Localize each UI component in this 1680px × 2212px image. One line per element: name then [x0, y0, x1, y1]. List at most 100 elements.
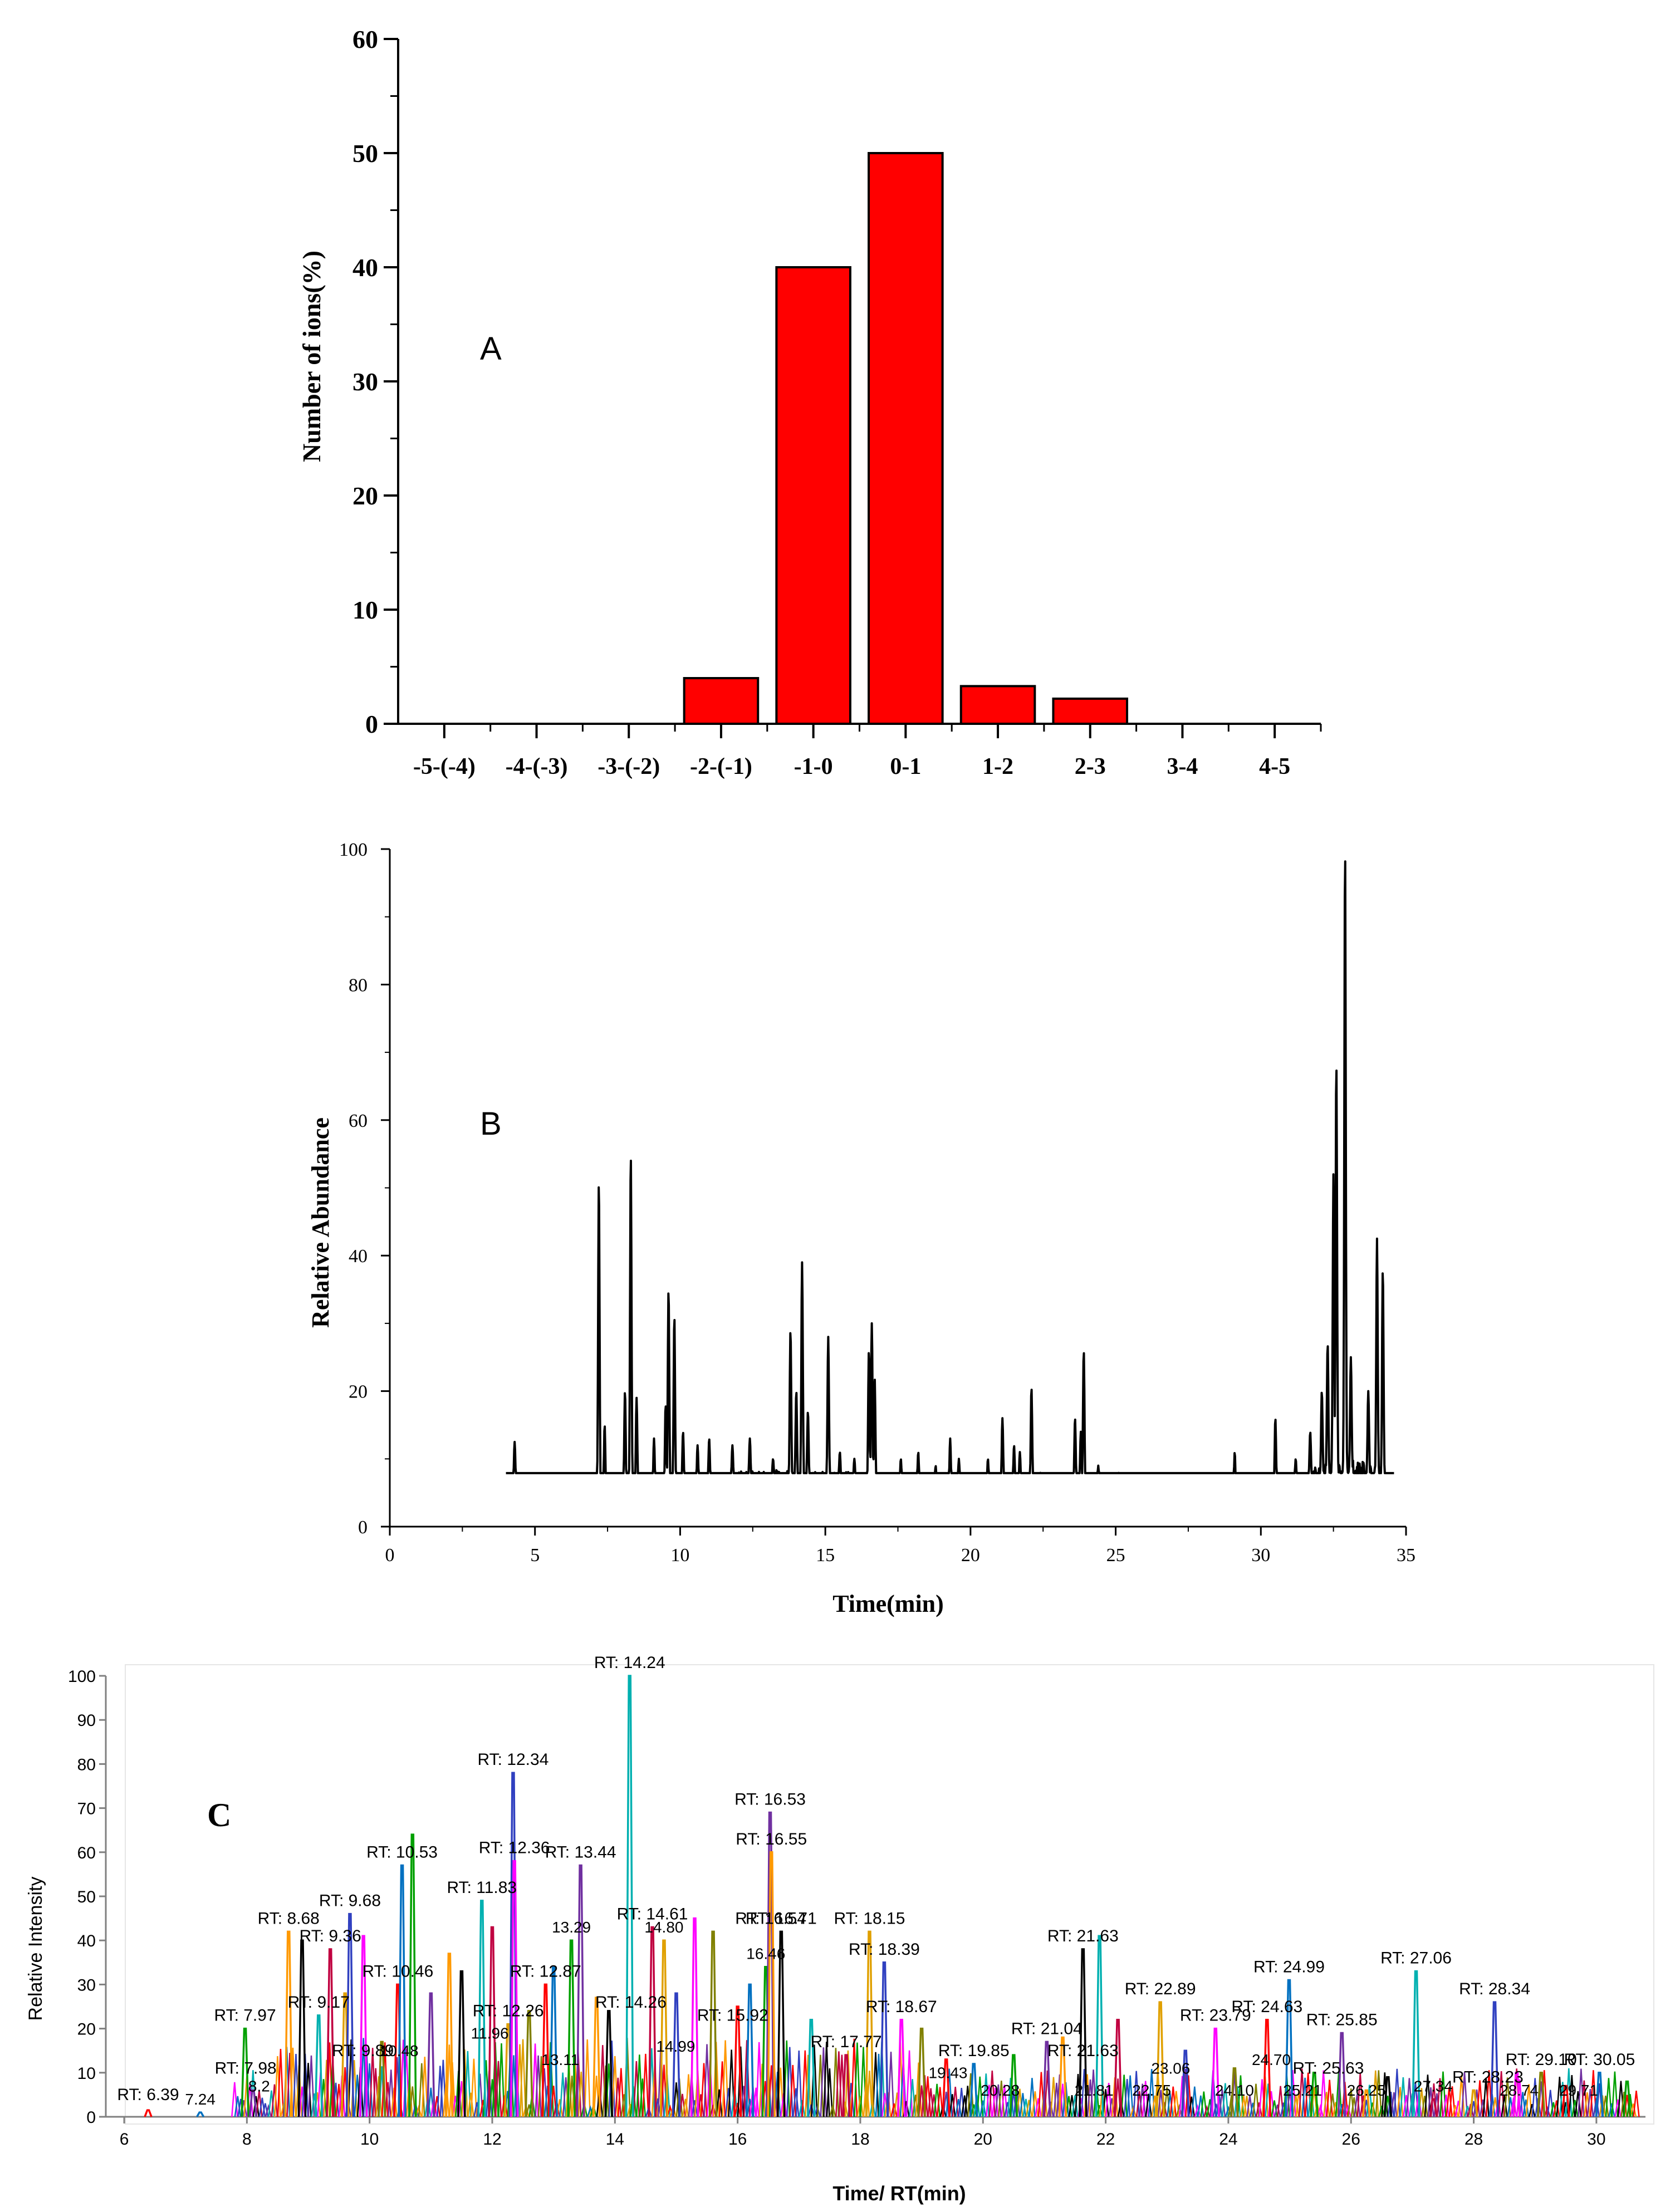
panel-c-x-tick-label: 8: [242, 2130, 252, 2149]
panel-c-y-tick-label: 90: [77, 1711, 96, 1730]
panel-c-minor-peak: [1234, 2086, 1241, 2117]
panel-c-minor-peak: [1528, 2104, 1536, 2117]
panel-c-peak-21.63: [1079, 1948, 1088, 2117]
panel-c-minor-peak: [1501, 2095, 1508, 2117]
panel-c-peak-8.68: [284, 1930, 293, 2117]
panel-c-annotation-label: RT: 21.63: [1047, 1927, 1119, 1945]
panel-c-minor-peak: [795, 2051, 803, 2117]
panel-c-annotation-label: RT: 23.79: [1180, 2007, 1251, 2025]
panel-c-minor-peak: [1427, 2087, 1434, 2117]
panel-c-peak-12.6: [525, 2010, 533, 2117]
panel-c-minor-peak: [995, 2084, 1002, 2117]
panel-c-minor-peak: [1338, 2103, 1345, 2117]
panel-c-minor-peak: [961, 2095, 968, 2117]
panel-c-x-ticks: 6 8 10 12 14 16 18 20 22 24 26 28 30: [120, 2117, 1606, 2149]
panel-c-annotation-label: RT: 13.44: [545, 1843, 616, 1862]
panel-c-minor-peak: [488, 2079, 496, 2117]
panel-c-minor-peak: [1350, 2097, 1358, 2117]
panel-c-peak-19.4: [942, 2058, 951, 2117]
panel-c-peak-16.71: [777, 1930, 786, 2117]
panel-c-peak-22.2: [1113, 2019, 1123, 2117]
panel-c-minor-peak: [1194, 2103, 1202, 2117]
panel-b-y-tick-label: 40: [349, 1246, 368, 1267]
panel-a-label: A: [480, 331, 502, 367]
panel-c-annotation-label: RT: 27.06: [1380, 1949, 1452, 1968]
panel-c-minor-peak: [718, 2061, 726, 2117]
panel-c-minor-peak: [584, 2039, 591, 2117]
panel-c-minor-peak: [697, 2094, 704, 2117]
panel-c-minor-peak: [1255, 2102, 1263, 2117]
panel-c-minor-peak: [805, 2054, 812, 2117]
panel-b-chromatogram: B Relative Abundance Time(min) 0 20 40 60 80…: [307, 840, 1415, 1617]
panel-c-label: C: [207, 1797, 231, 1833]
panel-c-peak-13.9: [604, 2010, 614, 2117]
panel-c-peak-9.68: [345, 1912, 355, 2117]
panel-c-minor-peak: [964, 2086, 971, 2117]
panel-a-y-tick-label: 10: [352, 596, 378, 624]
panel-c-minor-peak: [724, 2088, 732, 2117]
panel-c-peak-21.04: [1042, 2041, 1051, 2117]
panel-c-annotation-label: RT: 18.39: [849, 1940, 920, 1959]
panel-c-annotation: 25.21: [1283, 2082, 1322, 2099]
panel-c-minor-peak: [1454, 2101, 1462, 2117]
panel-c-peak-7.97: [241, 2027, 249, 2117]
panel-a-y-ticks: 0 10 20 30 40 50 60: [352, 25, 398, 738]
panel-c-minor-peak: [854, 2042, 861, 2117]
panel-c-minor-peak: [1323, 2092, 1330, 2117]
panel-c-y-tick-label: 70: [77, 1800, 96, 1818]
panel-c-annotation: RT: 28.34: [1459, 1980, 1530, 1998]
panel-c-minor-peak: [384, 2082, 391, 2117]
panel-c-peak-16: [733, 2005, 742, 2117]
panel-c-minor-peak: [1179, 2076, 1186, 2117]
panel-c-chromatogram: C Relative Intensity Time/ RT(min) 0 10 20…: [25, 1654, 1654, 2205]
panel-c-peak-11.83: [477, 1900, 487, 2117]
panel-c-minor-peak: [866, 2071, 873, 2117]
panel-c-minor-peak: [1222, 2083, 1229, 2117]
panel-c-minor-peak: [1135, 2091, 1143, 2117]
panel-c-annotation: RT: 8.68: [258, 1909, 320, 1927]
panel-c-annotation: RT: 30.05: [1564, 2051, 1635, 2069]
panel-c-peak-13: [549, 1965, 558, 2117]
panel-c-annotation: 13.29: [552, 1919, 591, 1936]
panel-c-minor-peak: [519, 2039, 527, 2117]
panel-c-minor-peak: [1010, 2091, 1017, 2117]
panel-c-annotation-label: 11.96: [471, 2024, 509, 2042]
panel-c-peak-25.85: [1337, 2032, 1346, 2117]
panel-c-minor-peak: [1602, 2096, 1609, 2117]
panel-c-annotation-label: RT: 14.26: [595, 1993, 667, 2012]
panel-c-minor-peak: [1452, 2105, 1459, 2117]
panel-c-x-tick-label: 16: [728, 2130, 747, 2149]
panel-c-minor-peak: [1316, 2103, 1324, 2117]
panel-c-annotation-label: RT: 9.68: [319, 1892, 381, 1910]
panel-c-annotation-label: RT: 24.63: [1231, 1998, 1302, 2016]
panel-c-minor-peak: [1544, 2105, 1551, 2117]
panel-c-peak-8.1: [248, 2089, 258, 2117]
panel-c-minor-peak: [335, 2083, 342, 2117]
panel-c-peak-28.34: [1490, 2001, 1499, 2117]
panel-c-minor-peak: [1375, 2070, 1383, 2117]
panel-c-annotation: RT: 28.23: [1452, 2068, 1524, 2086]
panel-c-annotation: RT: 24.99: [1253, 1958, 1325, 1976]
panel-c-annotation-label: 7.24: [185, 2091, 215, 2108]
panel-a-y-tick-label: 20: [352, 482, 378, 510]
panel-c-minor-peak: [1086, 2079, 1094, 2117]
panel-c-annotation: RT: 16.53: [734, 1791, 806, 1809]
panel-c-peak-9.17: [314, 2014, 324, 2117]
panel-c-annotation: RT: 16.54: [735, 1909, 806, 1927]
panel-c-minor-peak: [467, 2092, 474, 2117]
panel-c-minor-peak: [1188, 2096, 1196, 2117]
panel-c-annotation: RT: 12.34: [478, 1750, 549, 1769]
panel-c-y-tick-label: 60: [77, 1844, 96, 1862]
panel-c-annotation: RT: 6.39: [117, 2086, 179, 2104]
panel-c-minor-peak: [979, 2100, 987, 2117]
panel-c-minor-peak: [1225, 2105, 1232, 2117]
panel-c-minor-peak: [418, 2063, 425, 2117]
panel-c-y-tick-label: 100: [68, 1667, 96, 1686]
panel-c-minor-peak: [1479, 2099, 1487, 2117]
panel-c-peak-19.85: [969, 2063, 978, 2117]
panel-c-annotation-label: RT: 30.05: [1564, 2051, 1635, 2069]
panel-c-annotation: RT: 12.26: [473, 2002, 544, 2020]
panel-c-annotation: RT: 25.85: [1306, 2011, 1378, 2029]
panel-c-minor-peak: [887, 2052, 895, 2117]
panel-c-y-tick-label: 50: [77, 1888, 96, 1906]
